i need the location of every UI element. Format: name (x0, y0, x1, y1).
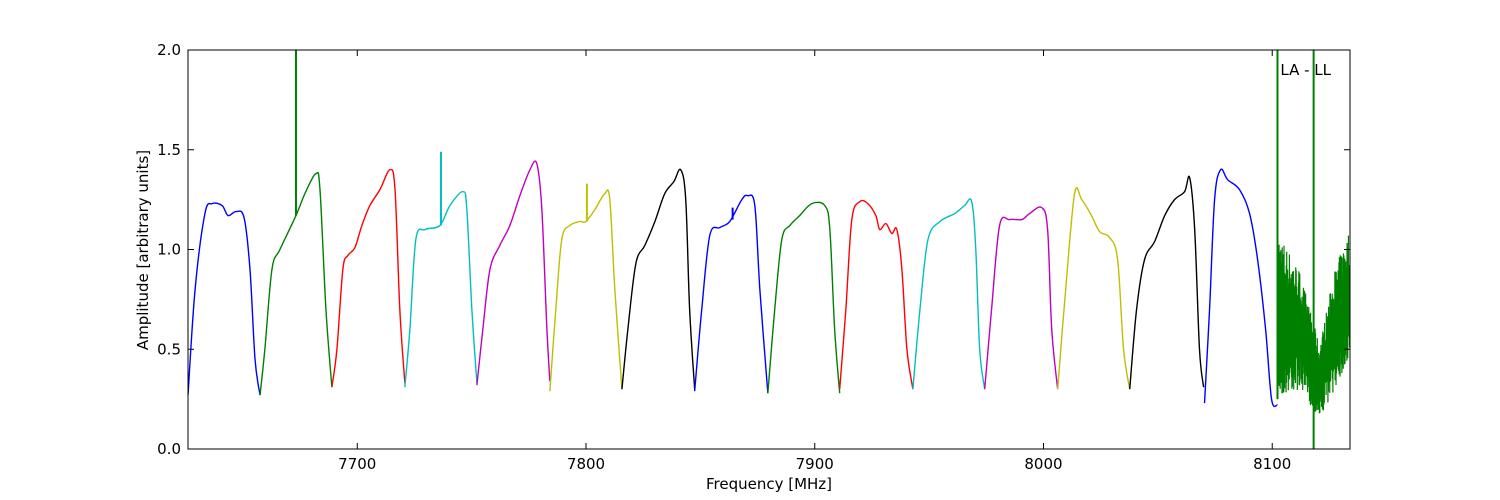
chart-annotation: LA - LL (1280, 61, 1331, 79)
y-tick-label: 2.0 (157, 41, 181, 59)
axis-ticks (188, 49, 1350, 450)
series-line-band-14 (1203, 168, 1279, 408)
series-line-band-1 (259, 171, 333, 396)
series-line-band-0 (188, 202, 261, 396)
series-line-band-4 (476, 160, 551, 386)
series-line-band-6 (621, 168, 696, 390)
series-line-band-8 (767, 201, 841, 394)
plot-data (188, 50, 1350, 449)
series-line-band-12 (1056, 187, 1131, 390)
series-line-band-2 (331, 168, 406, 388)
x-tick-label: 7700 (338, 455, 376, 473)
y-tick-label: 1.0 (157, 241, 181, 259)
series-line-band-7 (693, 194, 769, 394)
series-line-band-3 (404, 190, 478, 388)
series-line-band-11 (984, 206, 1059, 390)
x-tick-label: 8000 (1024, 455, 1062, 473)
y-axis-label: Amplitude [arbitrary units] (134, 150, 152, 350)
x-tick-label: 7800 (567, 455, 605, 473)
series-line-band-5 (549, 189, 623, 392)
y-tick-label: 0.0 (157, 440, 181, 458)
x-tick-label: 7900 (796, 455, 834, 473)
series-line-band-9 (838, 199, 914, 390)
x-tick-label: 8100 (1253, 455, 1291, 473)
y-tick-label: 0.5 (157, 340, 181, 358)
x-axis-label: Frequency [MHz] (706, 475, 832, 493)
series-line-band-10 (912, 198, 986, 390)
y-tick-label: 1.5 (157, 141, 181, 159)
series-line-band-13 (1129, 175, 1205, 390)
